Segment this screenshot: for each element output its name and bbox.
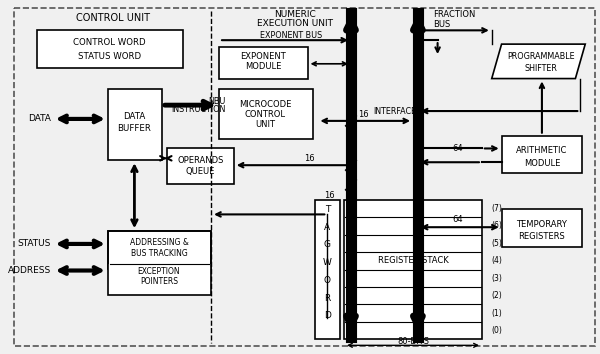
- Text: CONTROL: CONTROL: [245, 110, 286, 120]
- Text: 16: 16: [304, 154, 315, 163]
- Bar: [108, 90, 162, 160]
- Text: (5): (5): [492, 239, 503, 248]
- Text: CONTROL WORD: CONTROL WORD: [73, 38, 146, 47]
- Text: NUMERIC: NUMERIC: [274, 10, 316, 19]
- Text: 64: 64: [452, 144, 463, 153]
- Text: OPERANDS: OPERANDS: [177, 156, 224, 165]
- Text: 16: 16: [323, 191, 334, 200]
- Bar: [167, 148, 234, 184]
- Text: PROGRAMMABLE: PROGRAMMABLE: [507, 52, 575, 61]
- Text: EXCEPTION: EXCEPTION: [138, 267, 181, 276]
- Text: POINTERS: POINTERS: [140, 277, 178, 286]
- Text: 80-BITS: 80-BITS: [397, 337, 429, 346]
- Text: SHIFTER: SHIFTER: [524, 64, 557, 73]
- Text: W: W: [323, 258, 332, 267]
- Text: TEMPORARY: TEMPORARY: [517, 220, 568, 229]
- Bar: [108, 231, 211, 295]
- Text: T: T: [325, 205, 330, 214]
- Text: (6): (6): [492, 221, 503, 230]
- Bar: [314, 200, 340, 339]
- Text: STATUS: STATUS: [17, 239, 51, 249]
- Text: BUFFER: BUFFER: [118, 124, 151, 133]
- Text: (3): (3): [492, 274, 503, 283]
- Text: EXPONENT BUS: EXPONENT BUS: [260, 31, 323, 40]
- Text: R: R: [324, 293, 331, 303]
- Text: UNIT: UNIT: [256, 120, 275, 129]
- Text: EXECUTION UNIT: EXECUTION UNIT: [257, 19, 333, 28]
- Text: REGISTER STACK: REGISTER STACK: [377, 256, 448, 265]
- Bar: [37, 30, 182, 68]
- Text: EXPONENT: EXPONENT: [241, 52, 286, 61]
- Text: DATA: DATA: [123, 113, 146, 121]
- Bar: [502, 136, 582, 173]
- Text: 64: 64: [452, 215, 463, 224]
- Bar: [344, 200, 482, 339]
- Text: MODULE: MODULE: [245, 62, 281, 71]
- Text: (2): (2): [492, 291, 502, 300]
- Text: CONTROL UNIT: CONTROL UNIT: [76, 12, 150, 23]
- Text: FRACTION: FRACTION: [433, 10, 475, 19]
- Text: BUS: BUS: [433, 20, 450, 29]
- Text: 16: 16: [358, 109, 369, 119]
- Text: D: D: [324, 311, 331, 320]
- Text: DATA: DATA: [28, 114, 51, 124]
- Text: ARITHMETIC: ARITHMETIC: [516, 146, 568, 155]
- Text: A: A: [324, 223, 331, 232]
- Text: (7): (7): [492, 204, 503, 213]
- Polygon shape: [492, 44, 585, 79]
- Text: ADDRESS: ADDRESS: [8, 266, 51, 275]
- Text: QUEUE: QUEUE: [185, 167, 215, 176]
- Text: (4): (4): [492, 256, 503, 265]
- Text: REGISTERS: REGISTERS: [518, 232, 565, 241]
- Text: (0): (0): [492, 326, 503, 335]
- Text: (1): (1): [492, 309, 502, 318]
- Text: ADDRESSING &: ADDRESSING &: [130, 239, 188, 247]
- Text: MICROCODE: MICROCODE: [239, 100, 292, 109]
- Text: MODULE: MODULE: [524, 159, 560, 168]
- Text: O: O: [324, 276, 331, 285]
- Text: G: G: [324, 240, 331, 250]
- Text: INTERFACE: INTERFACE: [374, 107, 417, 115]
- Text: STATUS WORD: STATUS WORD: [78, 52, 142, 61]
- Bar: [108, 264, 211, 295]
- Bar: [108, 231, 211, 269]
- Bar: [502, 210, 582, 247]
- Text: INSTRUCTION: INSTRUCTION: [172, 104, 226, 114]
- Text: NBU: NBU: [209, 97, 226, 106]
- Bar: [219, 90, 313, 139]
- Bar: [219, 47, 308, 79]
- Text: BUS TRACKING: BUS TRACKING: [131, 249, 187, 258]
